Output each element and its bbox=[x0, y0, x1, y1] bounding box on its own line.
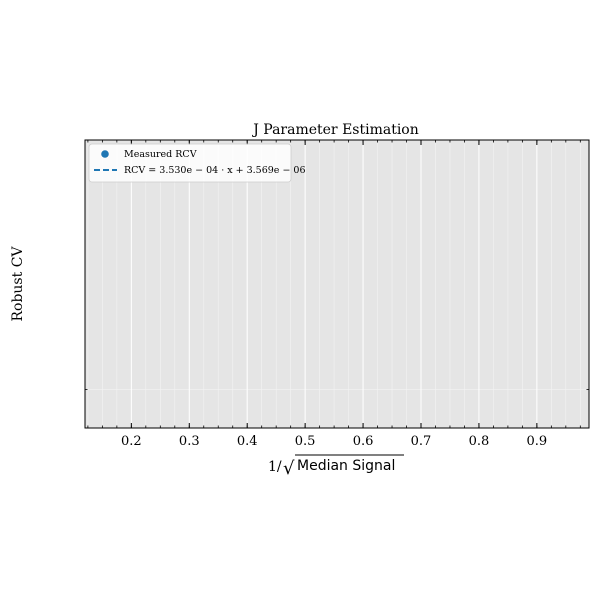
x-tick-label: 0.6 bbox=[353, 434, 374, 449]
x-tick-label: 0.3 bbox=[179, 434, 200, 449]
x-tick-label: 0.7 bbox=[411, 434, 432, 449]
sqrt-symbol: √ bbox=[283, 458, 295, 479]
x-axis-ticks: 0.2 0.3 0.4 0.5 0.6 0.7 0.8 0.9 bbox=[87, 140, 581, 449]
x-tick-label: 0.5 bbox=[295, 434, 316, 449]
x-tick-label: 0.4 bbox=[237, 434, 258, 449]
x-tick-label: 0.2 bbox=[121, 434, 142, 449]
legend-box bbox=[88, 143, 292, 183]
x-tick-label: 0.8 bbox=[469, 434, 490, 449]
y-axis-label: Robust CV bbox=[10, 246, 26, 322]
plot-background bbox=[85, 140, 589, 428]
chart-title: J Parameter Estimation bbox=[251, 122, 419, 138]
legend: Measured RCV RCV = 3.530e − 04 · x + 3.5… bbox=[88, 143, 306, 183]
legend-label-scatter: Measured RCV bbox=[124, 149, 197, 160]
x-axis-label: 1/ √ Median Signal bbox=[268, 454, 404, 479]
x-tick-label: 0.9 bbox=[527, 434, 548, 449]
y-axis-ticks: 0.000050.000100.000150.000200.000250.000… bbox=[85, 389, 589, 391]
x-axis-label-radicand: Median Signal bbox=[297, 458, 395, 474]
plot-frame bbox=[84, 139, 590, 429]
legend-marker-scatter bbox=[101, 150, 109, 158]
major-gridlines bbox=[130, 140, 538, 428]
legend-label-fit: RCV = 3.530e − 04 · x + 3.569e − 06 bbox=[124, 165, 306, 176]
x-axis-label-prefix: 1/ bbox=[268, 459, 282, 475]
